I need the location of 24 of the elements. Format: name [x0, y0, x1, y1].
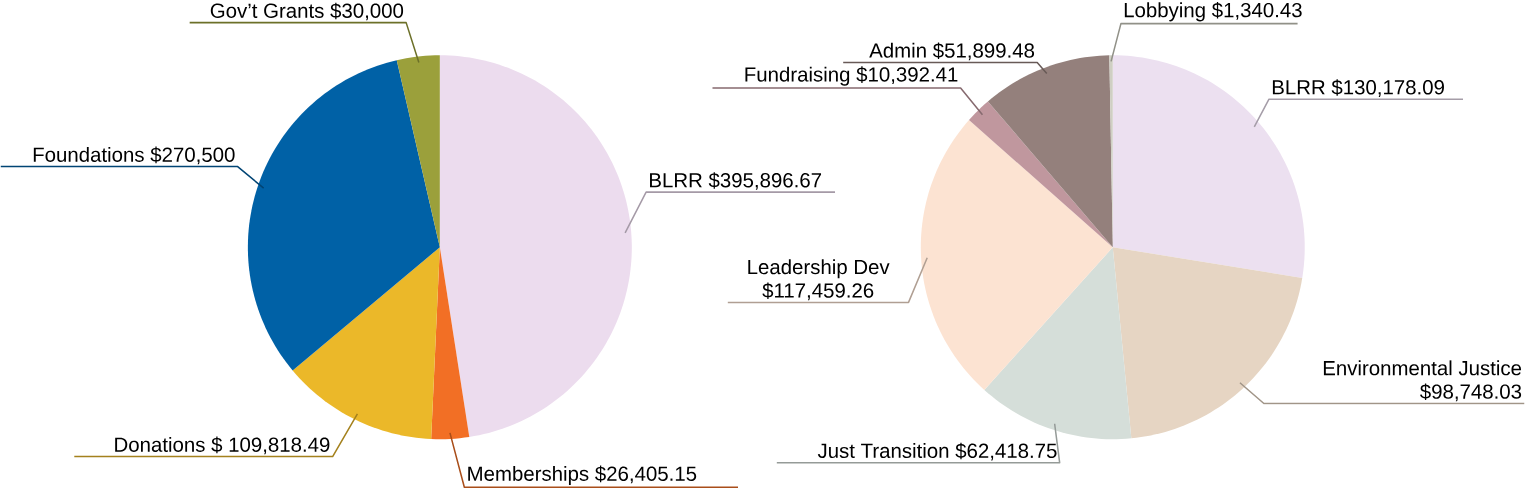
data-label: $51,899.48 [932, 42, 1035, 61]
data-label: $395,896.67 [708, 172, 822, 190]
slice-label: Just Transition [817, 443, 949, 459]
slice-label: BLRR [1272, 80, 1325, 95]
slice-label: Memberships [468, 465, 589, 485]
data-label: $ 109,818.49 [211, 436, 330, 455]
slice-label: Foundations [33, 146, 144, 162]
slice-label: BLRR [650, 173, 702, 188]
slice-label: Leadership Dev [748, 259, 890, 279]
slice-label: Admin [869, 42, 926, 58]
data-label: $130,178.09 [1331, 79, 1444, 97]
slice-label: Gov’t Grants [210, 3, 324, 18]
data-label: $30,000 [330, 2, 404, 21]
data-label: $117,459.26 [762, 282, 874, 301]
slice-label: Environmental Justice [1323, 360, 1522, 376]
data-label: $10,392.41 [856, 66, 958, 85]
slice-label: Lobbying [1124, 2, 1205, 22]
data-label: $98,748.03 [1420, 383, 1522, 402]
slice-label: Donations [115, 436, 205, 452]
data-label: $270,500 [150, 146, 235, 165]
data-label: $62,418.75 [955, 442, 1057, 461]
data-label: $26,405.15 [595, 465, 697, 484]
slice-label: Fundraising [745, 66, 850, 86]
data-label: $1,340.43 [1211, 2, 1302, 20]
